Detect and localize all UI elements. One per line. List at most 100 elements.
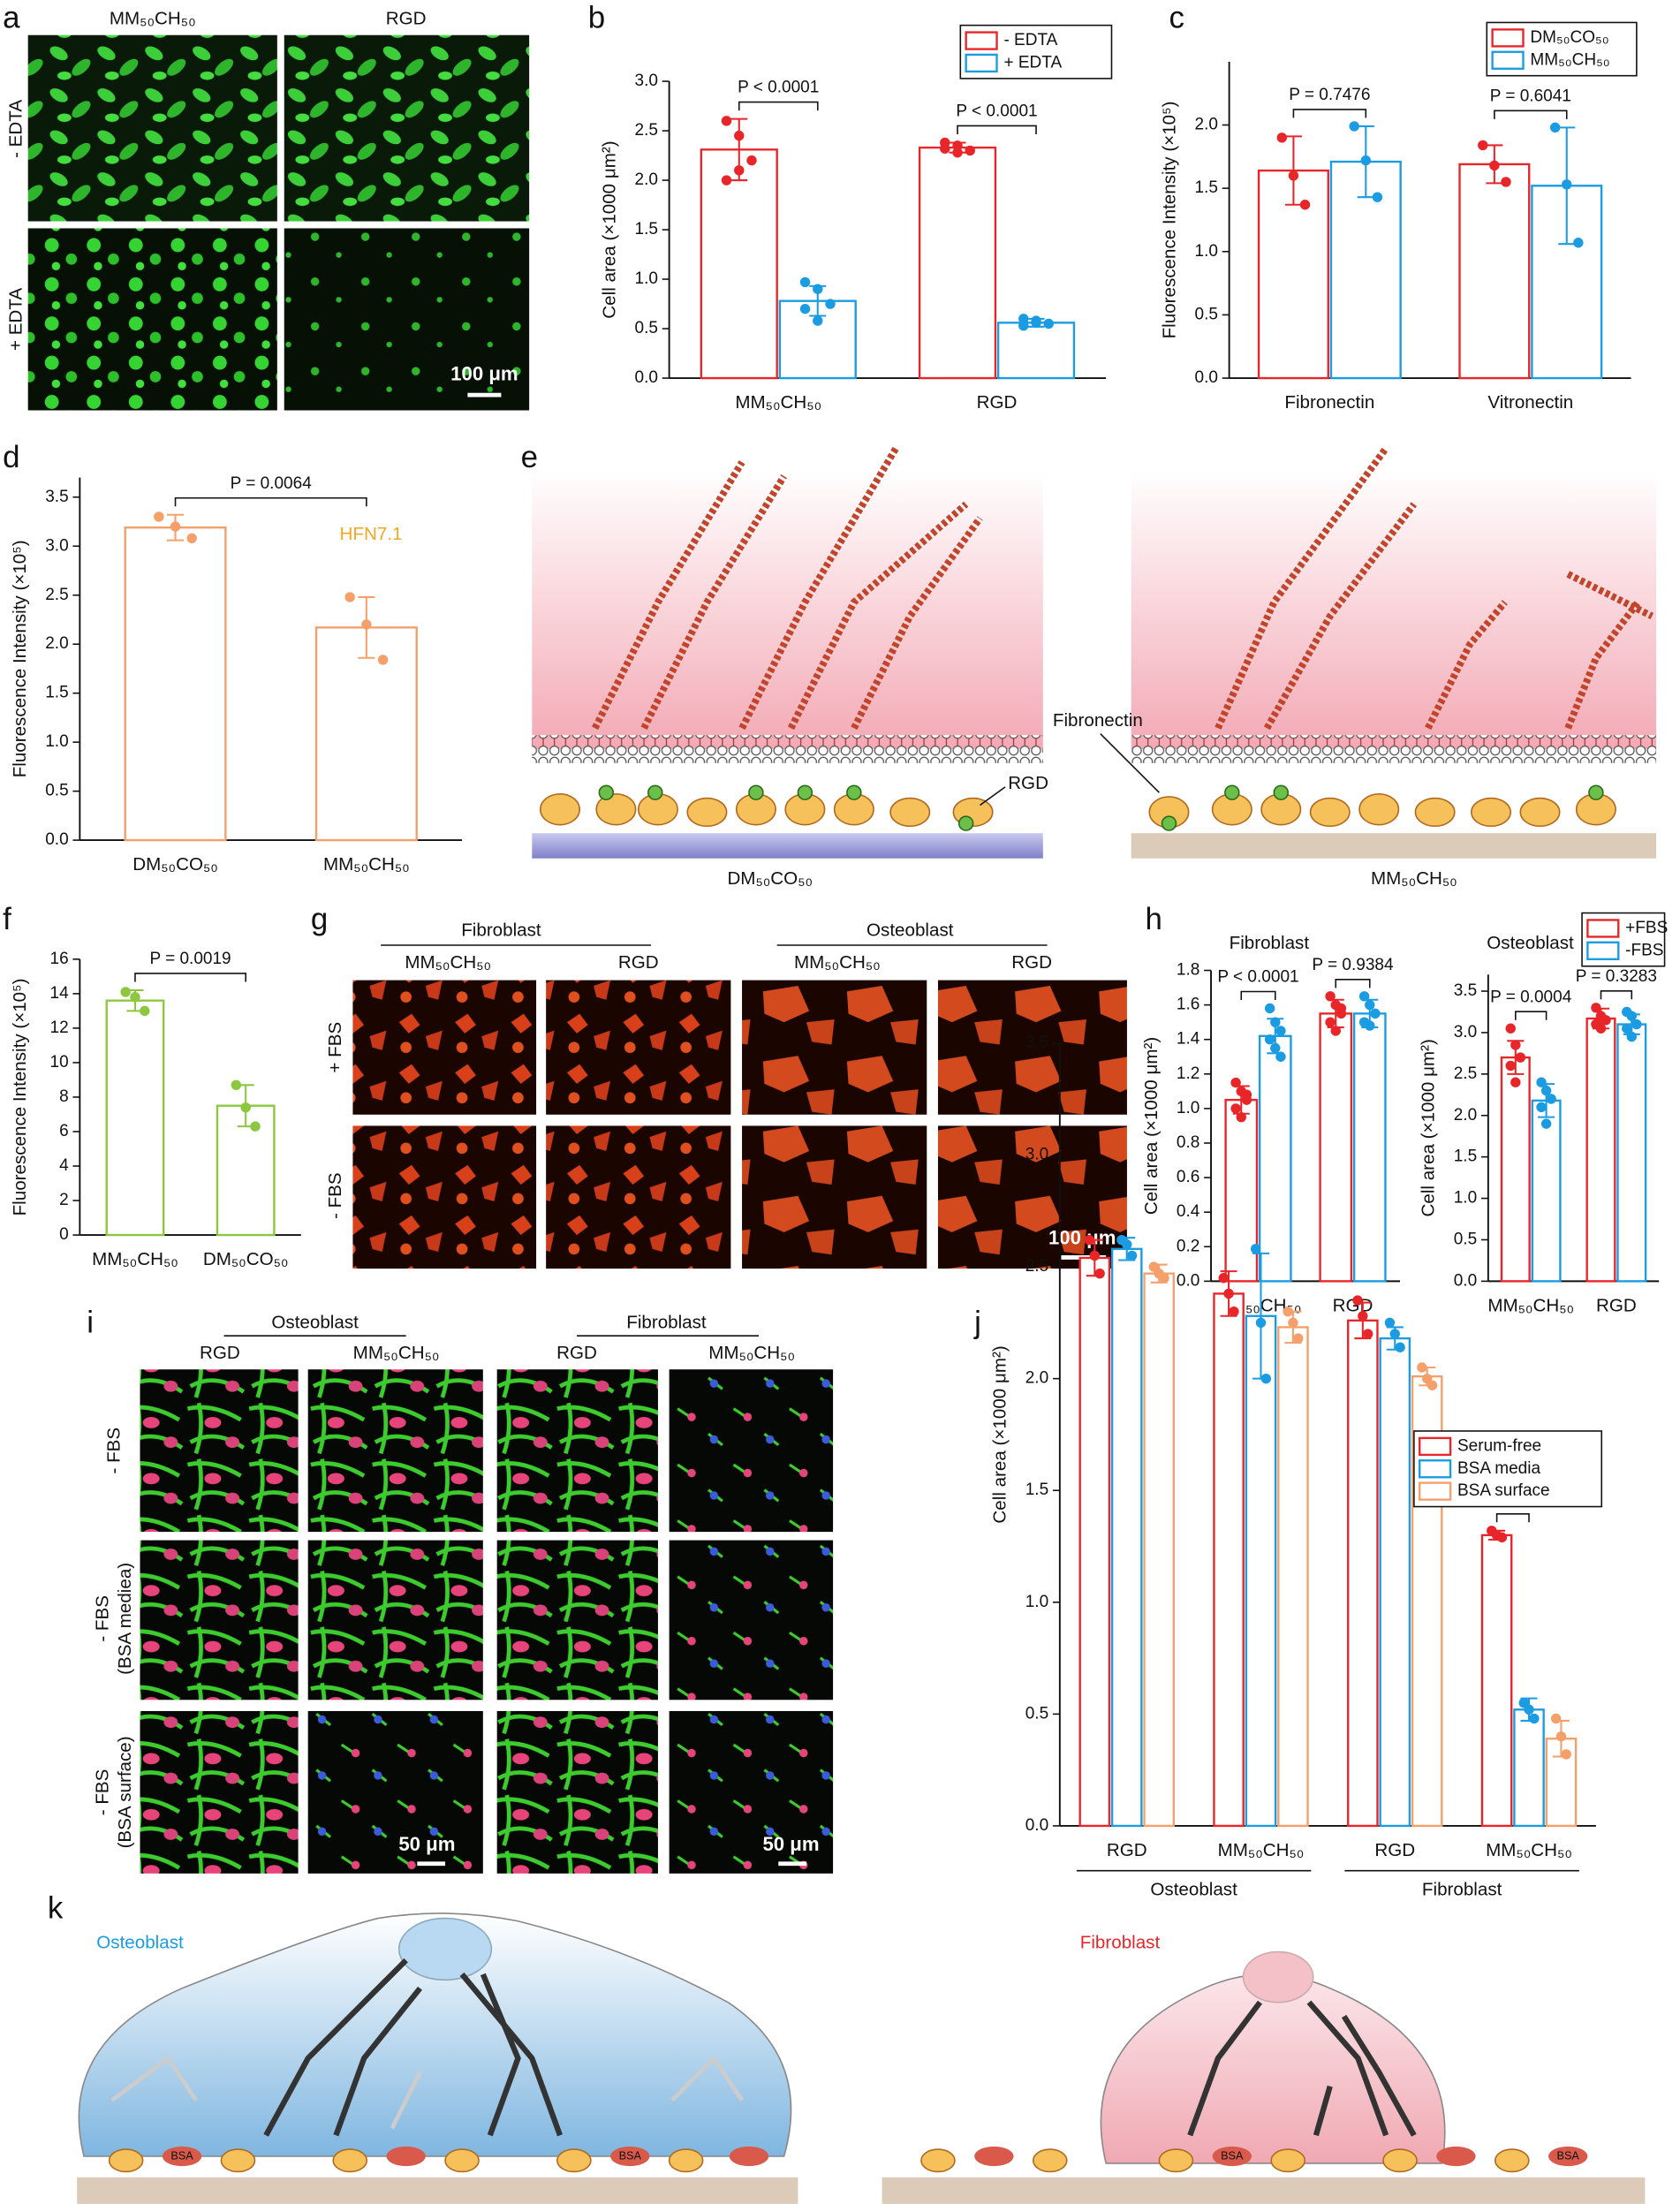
y-tick-label: 1.5 bbox=[1454, 1147, 1477, 1166]
data-point bbox=[1505, 1023, 1516, 1034]
x-tick-label: RGD bbox=[1107, 1840, 1147, 1860]
row-label: - FBS bbox=[103, 1428, 124, 1474]
data-point bbox=[1288, 170, 1299, 181]
bar bbox=[124, 526, 227, 842]
schematic-label: RGD bbox=[1008, 773, 1048, 793]
significance-bracket bbox=[1240, 990, 1276, 1001]
significance-bracket bbox=[1495, 1512, 1530, 1523]
data-point bbox=[1255, 1317, 1267, 1329]
legend-label: Serum-free bbox=[1457, 1436, 1541, 1455]
data-point bbox=[344, 592, 355, 602]
membrane bbox=[532, 735, 1043, 763]
data-point bbox=[1549, 122, 1561, 133]
y-tick-label: 1.5 bbox=[45, 684, 68, 702]
schematic-label: DM₅₀CO₅₀ bbox=[727, 868, 813, 889]
substrate bbox=[532, 833, 1043, 859]
data-point bbox=[1218, 1273, 1229, 1284]
row-label: - FBS bbox=[325, 1172, 345, 1219]
data-point bbox=[1241, 1089, 1252, 1100]
micrograph bbox=[307, 1540, 483, 1700]
data-point bbox=[250, 1121, 261, 1132]
data-point bbox=[1159, 1273, 1169, 1284]
nucleus bbox=[397, 1917, 493, 1981]
x-tick-label: RGD bbox=[1596, 1295, 1637, 1315]
x-tick-label: MM₅₀CH₅₀ bbox=[1486, 1840, 1572, 1860]
bar bbox=[1458, 163, 1531, 380]
data-point bbox=[1122, 1239, 1132, 1250]
data-point bbox=[1389, 1329, 1400, 1339]
y-tick-label: 1.5 bbox=[635, 220, 658, 239]
bar bbox=[1224, 1098, 1259, 1283]
data-point bbox=[186, 533, 197, 544]
data-point bbox=[140, 1005, 150, 1017]
data-point bbox=[1330, 1026, 1341, 1036]
legend-label: BSA media bbox=[1457, 1459, 1540, 1478]
y-tick-label: 0.0 bbox=[45, 830, 68, 849]
data-point bbox=[1275, 1026, 1286, 1036]
y-tick-label: 2.5 bbox=[1454, 1064, 1477, 1083]
y-tick-label: 1.0 bbox=[1454, 1189, 1477, 1208]
data-point bbox=[1094, 1268, 1105, 1279]
micrograph bbox=[546, 980, 731, 1115]
data-point bbox=[1550, 1713, 1562, 1724]
micrograph bbox=[140, 1540, 299, 1700]
y-tick-label: 1.6 bbox=[1177, 996, 1199, 1014]
bsa-label: BSA bbox=[1557, 2149, 1580, 2162]
data-point bbox=[1505, 1060, 1516, 1072]
y-tick-label: 2 bbox=[59, 1191, 69, 1209]
data-point bbox=[799, 276, 811, 288]
pointer bbox=[980, 786, 1006, 807]
group-label: Fibroblast bbox=[1422, 1879, 1502, 1899]
bar bbox=[1500, 1056, 1531, 1283]
y-tick-label: 6 bbox=[59, 1122, 69, 1140]
data-point bbox=[1275, 1051, 1286, 1062]
bar bbox=[1319, 1012, 1353, 1283]
data-point bbox=[1496, 1532, 1508, 1543]
y-tick-label: 2.5 bbox=[45, 586, 68, 604]
x-tick-label: MM₅₀CH₅₀ bbox=[1218, 1840, 1305, 1860]
p-value: P < 0.0001 bbox=[738, 79, 819, 97]
y-tick-label: 3.5 bbox=[45, 488, 68, 506]
data-point bbox=[1546, 1094, 1556, 1104]
bar bbox=[996, 322, 1076, 380]
data-point bbox=[1084, 1234, 1095, 1246]
data-point bbox=[1230, 1103, 1241, 1114]
p-value: P = 0.0019 bbox=[149, 950, 231, 968]
data-point bbox=[240, 1102, 251, 1113]
y-tick-label: 0.5 bbox=[1025, 1704, 1048, 1723]
row-label: + FBS bbox=[325, 1022, 345, 1073]
panel-label: h bbox=[1146, 902, 1162, 936]
data-point bbox=[721, 175, 732, 186]
x-tick-label: Fibronectin bbox=[1284, 392, 1374, 413]
data-point bbox=[799, 303, 811, 314]
data-point bbox=[130, 992, 140, 1003]
y-tick-label: 1.8 bbox=[1177, 961, 1199, 980]
membrane bbox=[1131, 735, 1657, 763]
y-tick-label: 8 bbox=[59, 1087, 69, 1106]
substrate bbox=[1131, 833, 1657, 859]
significance-bracket bbox=[957, 125, 1037, 134]
column-label: MM₅₀CH₅₀ bbox=[405, 952, 491, 973]
panel-label: g bbox=[311, 902, 328, 936]
data-point bbox=[1299, 200, 1311, 210]
legend-swatch bbox=[1586, 941, 1620, 961]
data-point bbox=[1510, 1077, 1521, 1087]
data-point bbox=[1236, 1111, 1246, 1123]
micrograph bbox=[669, 1540, 834, 1700]
data-point bbox=[1276, 133, 1288, 143]
data-point bbox=[1089, 1250, 1101, 1261]
nucleus bbox=[1242, 1950, 1314, 2003]
significance-bracket bbox=[1335, 979, 1371, 988]
y-tick-label: 0.6 bbox=[1177, 1168, 1199, 1186]
scale-bar-label: 100 μm bbox=[450, 363, 518, 385]
legend-label: MM₅₀CH₅₀ bbox=[1530, 50, 1609, 69]
bar bbox=[1110, 1247, 1143, 1828]
data-point bbox=[1325, 1017, 1336, 1027]
y-tick-label: 3.0 bbox=[45, 536, 68, 555]
legend-swatch bbox=[1419, 1436, 1452, 1457]
y-axis-label: Cell area (×1000 μm²) bbox=[599, 140, 619, 318]
micrograph bbox=[937, 980, 1127, 1115]
legend-label: -FBS bbox=[1625, 941, 1663, 959]
y-tick-label: 0.0 bbox=[1195, 368, 1218, 387]
bar bbox=[314, 626, 418, 842]
